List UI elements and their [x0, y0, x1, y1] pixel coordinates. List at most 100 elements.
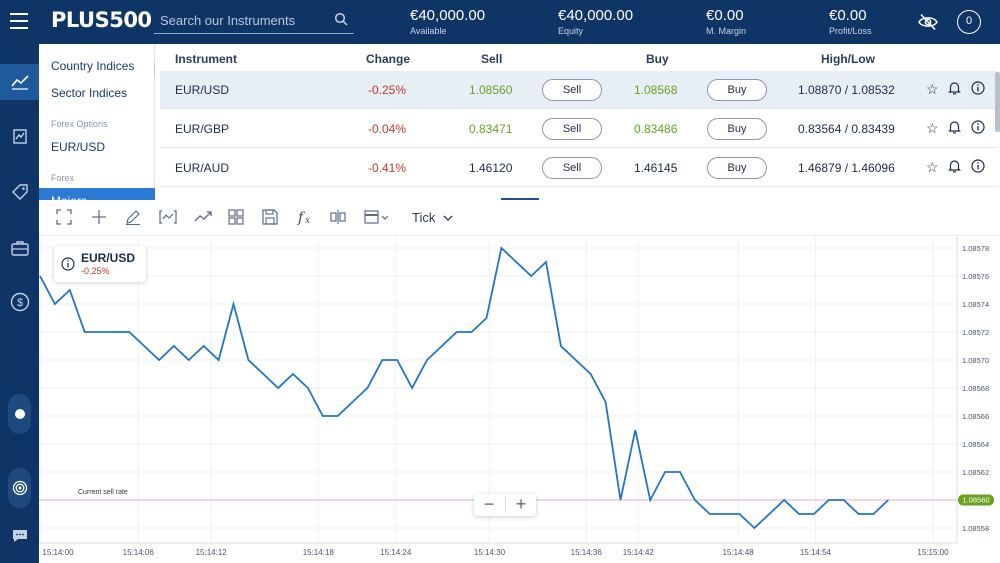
chevron-down-icon	[443, 215, 453, 221]
search-input[interactable]	[154, 8, 324, 32]
buy-button[interactable]: Buy	[707, 79, 767, 101]
sell-price: 1.46120	[469, 161, 513, 175]
nav-positions[interactable]	[0, 118, 39, 154]
zoom-out-button[interactable]: −	[483, 494, 495, 514]
draw-pencil-icon[interactable]	[125, 209, 141, 225]
equity-value: €40,000.00	[558, 7, 634, 24]
fullscreen-icon[interactable]	[56, 209, 72, 225]
price-chart[interactable]: Current sell rate 1.08578 1.08576 1.08574 1…	[39, 237, 1000, 563]
buy-button[interactable]: Buy	[707, 157, 767, 179]
table-row[interactable]: EUR/GBP -0.04% 0.83471 Sell 0.83486 Buy …	[160, 110, 998, 148]
forex-header: Forex	[51, 173, 75, 183]
info-icon[interactable]	[971, 120, 985, 137]
hide-eye-icon[interactable]	[918, 13, 938, 31]
account-icon[interactable]: 0	[957, 10, 981, 34]
calendar-icon[interactable]	[364, 209, 390, 225]
zoom-in-button[interactable]: +	[515, 494, 527, 514]
brand-logo: PLUS500	[51, 8, 152, 32]
table-scrollbar[interactable]	[995, 72, 1000, 132]
margin-value: €0.00	[706, 7, 744, 24]
header-high-low[interactable]: High/Low	[821, 52, 875, 66]
chart-change-value: -0.25%	[81, 266, 110, 276]
bell-icon[interactable]	[948, 120, 961, 137]
info-icon[interactable]	[971, 159, 985, 176]
x-tick-label: 15:14:30	[474, 548, 506, 557]
chat-icon	[12, 530, 27, 542]
trend-icon[interactable]	[194, 209, 212, 225]
timeframe-select[interactable]: Tick	[412, 210, 453, 225]
nav-chat[interactable]	[0, 518, 39, 554]
left-nav: $	[0, 44, 39, 563]
sell-button[interactable]: Sell	[542, 79, 602, 101]
menu-icon[interactable]	[10, 13, 28, 29]
bell-icon[interactable]	[948, 81, 961, 98]
category-eur-usd-option[interactable]: EUR/USD	[51, 140, 106, 154]
sun-icon	[14, 409, 25, 419]
star-icon[interactable]: ☆	[926, 159, 939, 175]
current-sell-rate-label: Current sell rate	[78, 489, 128, 496]
search-box[interactable]	[154, 8, 354, 34]
star-icon[interactable]: ☆	[926, 81, 939, 97]
bell-icon[interactable]	[948, 159, 961, 176]
instrument-name: EUR/AUD	[175, 161, 230, 175]
nav-funds[interactable]: $	[0, 284, 39, 320]
x-tick-label: 15:14:36	[571, 548, 603, 557]
star-icon[interactable]: ☆	[926, 120, 939, 136]
buy-price: 1.46145	[634, 161, 678, 175]
x-tick-label: 15:14:12	[196, 548, 228, 557]
nav-portfolio[interactable]	[0, 230, 39, 266]
sell-price: 0.83471	[469, 122, 513, 136]
layout-grid-icon[interactable]	[228, 209, 244, 225]
info-icon[interactable]	[61, 257, 75, 271]
category-country-indices[interactable]: Country Indices	[51, 59, 135, 73]
header-change[interactable]: Change	[366, 52, 411, 66]
sell-button[interactable]: Sell	[542, 118, 602, 140]
x-tick-label: 15:14:06	[123, 548, 155, 557]
change-value: -0.04%	[368, 122, 407, 136]
nav-trade[interactable]	[0, 64, 39, 100]
sell-button[interactable]: Sell	[542, 157, 602, 179]
current-sell-rate-badge	[958, 494, 994, 506]
header-instrument[interactable]: Instrument	[175, 52, 238, 66]
profit-loss-stat: €0.00 Profit/Loss	[829, 7, 872, 36]
y-tick-label: 1.08576	[962, 272, 989, 281]
header-sell[interactable]: Sell	[481, 52, 503, 66]
save-icon[interactable]	[262, 209, 278, 225]
header-buy[interactable]: Buy	[646, 52, 669, 66]
y-tick-label: 1.08574	[962, 300, 989, 309]
buy-button[interactable]: Buy	[707, 118, 767, 140]
table-row[interactable]: EUR/USD -0.25% 1.08560 Sell 1.08568 Buy …	[160, 71, 998, 109]
dollar-icon: $	[10, 292, 29, 312]
positions-icon	[12, 129, 27, 144]
y-tick-label: 1.08568	[962, 384, 989, 393]
chart-instrument-name: EUR/USD	[81, 251, 136, 265]
y-tick-label: 1.08564	[962, 440, 989, 449]
category-majors[interactable]: Majors	[39, 188, 155, 208]
svg-text:x: x	[305, 216, 310, 225]
search-icon[interactable]	[334, 12, 348, 26]
forex-options-header: Forex Options	[51, 119, 108, 129]
tag-icon	[11, 184, 28, 200]
profit-loss-label: Profit/Loss	[829, 26, 872, 36]
change-value: -0.41%	[368, 161, 407, 175]
available-stat: €40,000.00 Available	[410, 7, 485, 36]
y-tick-label: 1.08566	[962, 412, 989, 421]
zoom-controls: − +	[474, 494, 536, 516]
nav-orders[interactable]	[0, 174, 39, 210]
x-tick-label: 15:14:00	[42, 548, 74, 557]
y-tick-label: 1.08572	[962, 328, 989, 337]
theme-toggle[interactable]	[8, 394, 31, 434]
target-toggle[interactable]	[8, 468, 31, 508]
available-label: Available	[410, 26, 447, 36]
indicators-icon[interactable]	[159, 209, 177, 225]
panel-resize-handle[interactable]	[501, 198, 539, 201]
category-sector-indices[interactable]: Sector Indices	[51, 86, 128, 100]
table-row[interactable]: EUR/AUD -0.41% 1.46120 Sell 1.46145 Buy …	[160, 149, 998, 187]
info-icon[interactable]	[971, 81, 985, 98]
instrument-name: EUR/GBP	[175, 122, 230, 136]
crosshair-icon[interactable]	[91, 209, 107, 225]
available-value: €40,000.00	[410, 7, 486, 24]
compare-icon[interactable]	[329, 209, 347, 225]
profit-loss-value: €0.00	[829, 7, 867, 24]
